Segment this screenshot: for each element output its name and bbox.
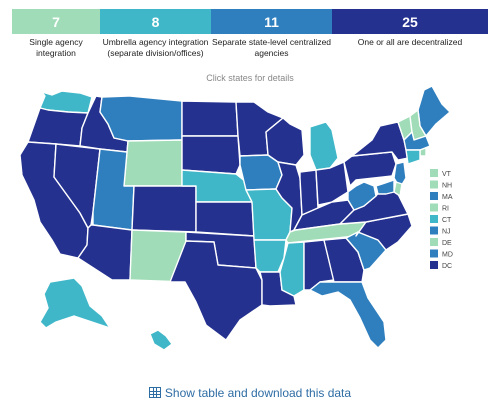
- state-nj[interactable]: [393, 161, 407, 189]
- small-state-swatch-nh[interactable]: [430, 180, 438, 189]
- small-state-swatch-nj[interactable]: [430, 226, 438, 235]
- state-co[interactable]: [131, 185, 197, 233]
- legend-label-decentralized: One or all are decentralized: [357, 37, 463, 47]
- small-state-swatch-md[interactable]: [430, 249, 438, 258]
- small-state-swatch-ma[interactable]: [430, 192, 438, 200]
- small-state-swatch-dc[interactable]: [430, 261, 438, 269]
- show-table-label: Show table and download this data: [164, 386, 352, 400]
- state-fl[interactable]: [309, 281, 387, 349]
- state-or[interactable]: [27, 107, 89, 147]
- small-states-legend: VT NH MA RI CT NJ DE MD DC: [430, 169, 453, 270]
- small-state-swatch-de[interactable]: [430, 238, 438, 246]
- small-state-label-nh: NH: [442, 183, 452, 190]
- small-state-swatch-vt[interactable]: [430, 169, 438, 177]
- legend-label-umbrella-agency: Umbrella agency integration (separate di…: [102, 37, 209, 58]
- small-state-label-ct: CT: [442, 217, 452, 224]
- small-state-label-ri: RI: [442, 206, 449, 213]
- state-in[interactable]: [299, 169, 319, 216]
- states-layer: [19, 85, 451, 351]
- table-icon: [148, 387, 161, 398]
- small-state-label-nj: NJ: [442, 229, 451, 236]
- legend-segment-single-agency[interactable]: 7: [12, 9, 100, 34]
- state-hi[interactable]: [149, 329, 173, 351]
- state-mi[interactable]: [309, 121, 339, 171]
- state-wy[interactable]: [123, 139, 183, 187]
- small-state-swatch-ct[interactable]: [430, 215, 438, 223]
- state-wi[interactable]: [265, 117, 305, 166]
- state-wv[interactable]: [347, 181, 377, 211]
- state-ks[interactable]: [195, 201, 255, 237]
- show-table-link[interactable]: Show table and download this data: [0, 386, 500, 400]
- small-state-swatch-ri[interactable]: [430, 203, 438, 212]
- state-ct[interactable]: [405, 149, 421, 165]
- click-hint: Click states for details: [206, 73, 294, 83]
- legend: 7 8 11 25 Single agency integration Umbr…: [12, 9, 488, 59]
- state-ri[interactable]: [419, 147, 427, 157]
- small-state-label-de: DE: [442, 240, 452, 247]
- legend-segment-decentralized[interactable]: 25: [332, 9, 488, 34]
- state-ms[interactable]: [279, 241, 305, 297]
- state-me[interactable]: [417, 85, 451, 137]
- state-nd[interactable]: [181, 100, 239, 137]
- state-pa[interactable]: [343, 151, 397, 187]
- state-ak[interactable]: [39, 277, 111, 329]
- legend-segment-umbrella-agency[interactable]: 8: [100, 9, 211, 34]
- small-state-label-md: MD: [442, 252, 453, 259]
- state-md[interactable]: [375, 179, 395, 195]
- state-tx[interactable]: [169, 240, 263, 341]
- small-state-label-vt: VT: [442, 171, 452, 178]
- legend-label-separate-agencies: Separate state-level centralized agencie…: [211, 37, 332, 58]
- small-state-label-ma: MA: [442, 194, 453, 201]
- legend-bar: 7 8 11 25: [12, 9, 488, 34]
- legend-label-single-agency: Single agency integration: [29, 37, 83, 58]
- legend-segment-separate-agencies[interactable]: 11: [211, 9, 332, 34]
- small-state-label-dc: DC: [442, 263, 452, 270]
- state-sd[interactable]: [181, 135, 241, 175]
- state-mt[interactable]: [99, 95, 183, 142]
- legend-labels: Single agency integration Umbrella agenc…: [12, 37, 488, 59]
